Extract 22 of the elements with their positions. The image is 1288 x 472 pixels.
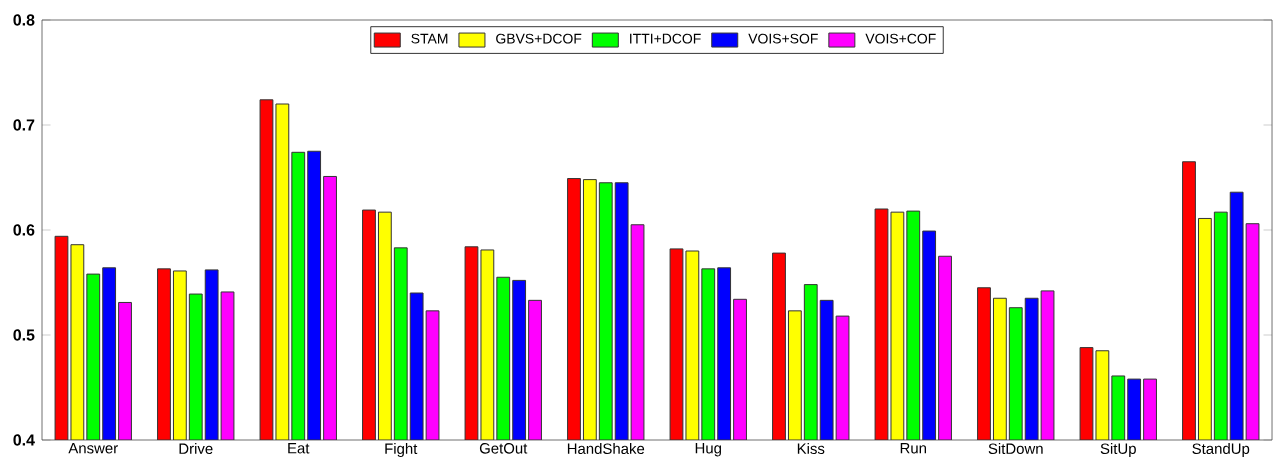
legend-label: VOIS+COF	[865, 33, 936, 44]
y-tick-label: 0.4	[13, 434, 35, 446]
x-tick-label: Run	[900, 443, 926, 454]
y-tick-label: 0.6	[13, 224, 35, 236]
x-tick-label: HandShake	[567, 443, 645, 455]
x-tick-label: Drive	[179, 443, 213, 455]
x-tick-label: SitDown	[988, 443, 1043, 455]
x-tick-label: Hug	[695, 443, 721, 457]
x-tick-label: Fight	[385, 443, 418, 457]
x-tick-label: SitUp	[1100, 443, 1136, 457]
legend-label: STAM	[411, 33, 448, 44]
y-tick-label: 0.7	[13, 119, 35, 131]
x-tick-label: Eat	[288, 443, 310, 454]
x-tick-label: Kiss	[797, 443, 825, 455]
legend-label: GBVS+DCOF	[496, 33, 582, 44]
x-tick-label: StandUp	[1192, 443, 1250, 457]
x-tick-label: Answer	[68, 443, 118, 454]
x-tick-label: GetOut	[479, 443, 528, 454]
legend-label: VOIS+SOF	[748, 33, 818, 44]
y-tick-label: 0.8	[13, 14, 35, 26]
y-tick-label: 0.5	[13, 329, 35, 341]
legend-label: ITTI+DCOF	[630, 33, 701, 44]
